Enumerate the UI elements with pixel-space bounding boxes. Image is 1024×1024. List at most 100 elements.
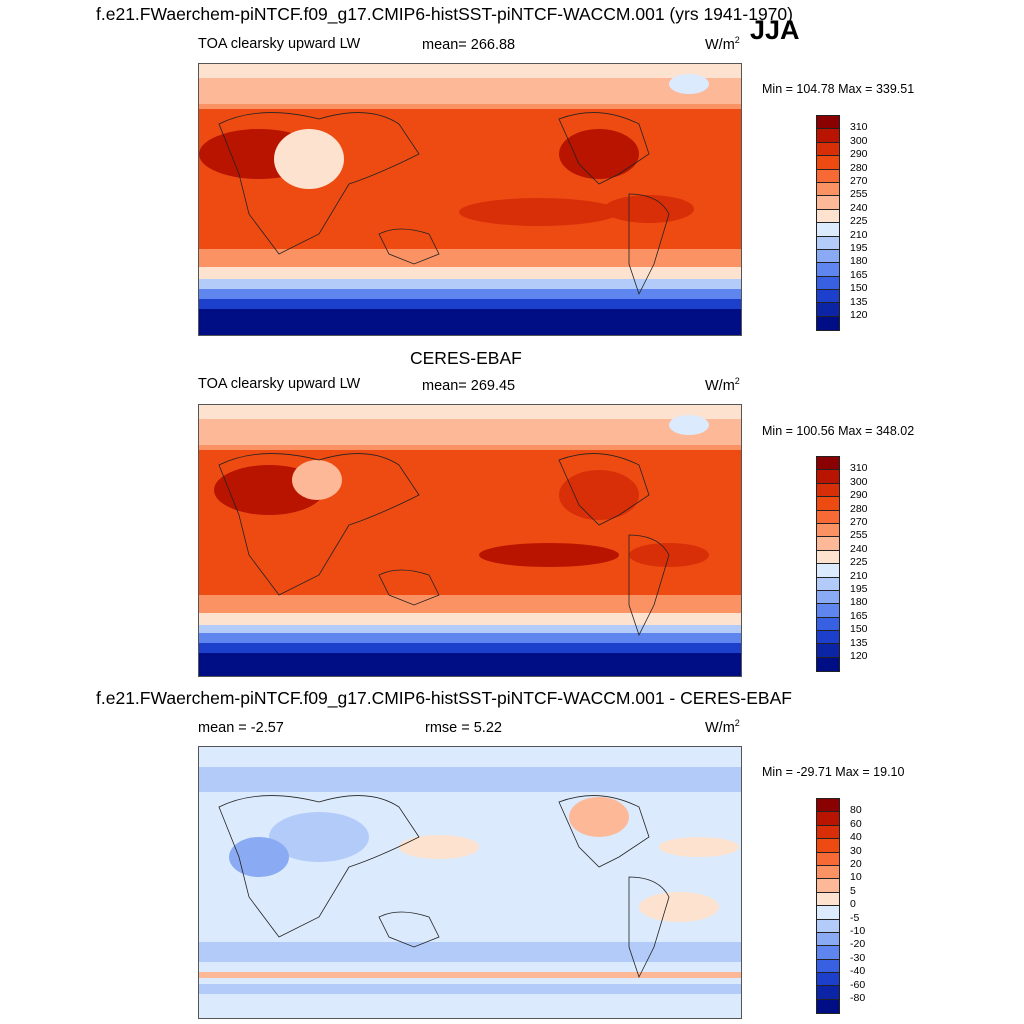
colorbar-tick-label: 290 <box>850 148 868 161</box>
colorbar-box <box>817 537 839 551</box>
colorbar-box <box>817 209 839 224</box>
panel3-map <box>198 746 742 1019</box>
panel2-colorbar <box>816 456 840 673</box>
colorbar-box <box>817 457 839 471</box>
colorbar-tick-label: 80 <box>850 804 862 817</box>
colorbar-tick-label: 225 <box>850 556 868 569</box>
colorbar-tick-label: 120 <box>850 650 868 662</box>
colorbar-box <box>817 196 839 210</box>
colorbar-box <box>817 590 839 605</box>
panel1-variable-label: TOA clearsky upward LW <box>198 36 361 52</box>
colorbar-tick-label: 180 <box>850 255 868 268</box>
colorbar-box <box>817 865 839 880</box>
colorbar-box <box>817 483 839 498</box>
season-label: JJA <box>750 15 800 45</box>
colorbar-tick-label: 150 <box>850 282 868 295</box>
colorbar-tick-label: 60 <box>850 817 862 830</box>
colorbar-box <box>817 799 839 813</box>
colorbar-tick-label: -80 <box>850 992 866 1004</box>
panel2-variable-label: TOA clearsky upward LW <box>198 376 361 392</box>
colorbar-box <box>817 129 839 143</box>
colorbar-box <box>817 946 839 960</box>
panel2-map <box>198 404 742 677</box>
panel2-minmax-label: Min = 100.56 Max = 348.02 <box>762 424 915 438</box>
panel2-mean-label: mean= 269.45 <box>422 378 516 394</box>
panel1-mean-label: mean= 266.88 <box>422 37 516 53</box>
colorbar-tick-label: 5 <box>850 884 856 897</box>
colorbar-box <box>817 497 839 511</box>
colorbar-box <box>817 316 839 331</box>
colorbar-tick-label: 40 <box>850 831 862 844</box>
panel3-minmax-label: Min = -29.71 Max = 19.10 <box>762 765 905 779</box>
colorbar-tick-label: -60 <box>850 978 866 991</box>
colorbar-tick-label: 10 <box>850 871 862 884</box>
colorbar-box <box>817 236 839 250</box>
panel3-rmse-label: rmse = 5.22 <box>425 720 502 736</box>
panel1-minmax-label: Min = 104.78 Max = 339.51 <box>762 82 915 96</box>
colorbar-box <box>817 839 839 853</box>
colorbar-box <box>817 932 839 947</box>
colorbar-box <box>817 812 839 826</box>
colorbar-tick-label: 165 <box>850 268 868 281</box>
colorbar-box <box>817 644 839 658</box>
colorbar-tick-label: 290 <box>850 489 868 502</box>
colorbar-tick-label: 195 <box>850 583 868 595</box>
panel2-unit-label: W/m2 <box>705 376 740 394</box>
colorbar-tick-label: 0 <box>850 898 856 911</box>
panel1-unit-label: W/m2 <box>705 35 740 53</box>
panel1-map <box>198 63 742 336</box>
colorbar-tick-label: -10 <box>850 925 866 937</box>
colorbar-box <box>817 182 839 197</box>
colorbar-box <box>817 290 839 304</box>
colorbar-tick-label: 310 <box>850 462 868 475</box>
colorbar-tick-label: 280 <box>850 161 868 174</box>
colorbar-box <box>817 564 839 578</box>
panel3-map-field <box>199 747 741 1018</box>
colorbar-box <box>817 523 839 538</box>
colorbar-box <box>817 617 839 632</box>
colorbar-tick-label: -40 <box>850 965 866 978</box>
colorbar-box <box>817 604 839 618</box>
colorbar-box <box>817 169 839 183</box>
colorbar-tick-label: 195 <box>850 242 868 254</box>
colorbar-box <box>817 892 839 907</box>
colorbar-box <box>817 657 839 672</box>
colorbar-box <box>817 470 839 484</box>
colorbar-box <box>817 142 839 157</box>
colorbar-box <box>817 263 839 277</box>
colorbar-box <box>817 276 839 291</box>
colorbar-box <box>817 550 839 565</box>
colorbar-tick-label: 300 <box>850 134 868 147</box>
colorbar-box <box>817 156 839 170</box>
colorbar-box <box>817 510 839 524</box>
colorbar-tick-label: -30 <box>850 951 866 964</box>
panel2-map-field <box>199 405 741 676</box>
panel2-heading: CERES-EBAF <box>410 348 522 368</box>
colorbar-tick-label: 270 <box>850 516 868 528</box>
colorbar-box <box>817 919 839 933</box>
colorbar-tick-label: 165 <box>850 609 868 622</box>
panel3-mean-label: mean = -2.57 <box>198 720 284 736</box>
colorbar-tick-label: 270 <box>850 175 868 187</box>
panel3-heading: f.e21.FWaerchem-piNTCF.f09_g17.CMIP6-his… <box>96 688 792 708</box>
colorbar-tick-label: 300 <box>850 475 868 488</box>
colorbar-tick-label: 210 <box>850 228 868 241</box>
colorbar-box <box>817 631 839 645</box>
colorbar-tick-label: 280 <box>850 502 868 515</box>
colorbar-tick-label: 210 <box>850 569 868 582</box>
colorbar-box <box>817 223 839 237</box>
colorbar-tick-label: 135 <box>850 636 868 649</box>
colorbar-box <box>817 116 839 130</box>
colorbar-tick-label: 310 <box>850 121 868 134</box>
colorbar-box <box>817 303 839 317</box>
colorbar-box <box>817 973 839 987</box>
colorbar-box <box>817 986 839 1000</box>
colorbar-tick-label: 120 <box>850 309 868 321</box>
figure-title: f.e21.FWaerchem-piNTCF.f09_g17.CMIP6-his… <box>96 4 793 24</box>
colorbar-box <box>817 852 839 866</box>
colorbar-tick-label: -20 <box>850 938 866 951</box>
colorbar-tick-label: 255 <box>850 188 868 201</box>
colorbar-tick-label: -5 <box>850 911 860 924</box>
colorbar-box <box>817 999 839 1014</box>
colorbar-box <box>817 879 839 893</box>
